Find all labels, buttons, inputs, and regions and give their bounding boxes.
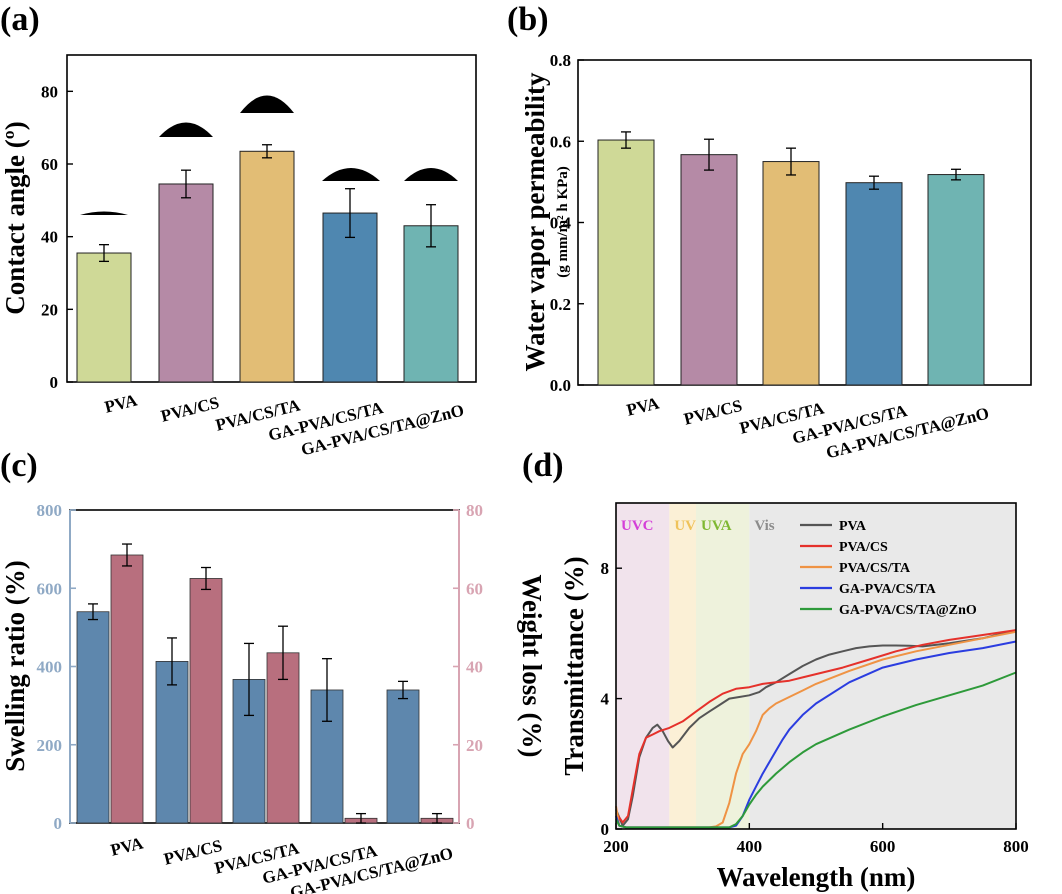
bar-ga-pva-cs-ta — [845, 182, 903, 386]
bar-pva-cs-ta — [239, 150, 295, 383]
panel-a-label: (a) — [0, 1, 40, 38]
bar-pva — [76, 252, 132, 383]
band-label-vis: Vis — [754, 518, 774, 534]
droplet-icon-ga-pva-cs-ta — [322, 168, 380, 181]
y-right-tick-label-60: 60 — [466, 579, 483, 598]
band-uva — [696, 503, 750, 829]
droplet-icon-ga-pva-cs-ta-zno — [404, 168, 458, 181]
legend-label-pva: PVA — [839, 519, 867, 534]
panel-c-label: (c) — [0, 447, 38, 484]
y-tick-label-8: 8 — [601, 559, 610, 578]
y-left-tick-label-400: 400 — [37, 658, 63, 677]
legend-label-pva-cs: PVA/CS — [839, 540, 888, 555]
bar-weight-loss-pva-cs — [189, 578, 223, 824]
bar-ga-pva-cs-ta-zno — [927, 174, 985, 386]
category-label-pva: PVA — [103, 390, 140, 417]
band-vis — [749, 503, 1016, 829]
x-tick-label-600: 600 — [870, 837, 896, 856]
bar-swelling-pva-cs — [155, 661, 189, 824]
y-tick-label-0.0: 0.0 — [550, 376, 571, 395]
droplet-icon-pva-cs-ta — [240, 95, 294, 113]
band-uvb — [669, 503, 696, 829]
band-uvc — [616, 503, 670, 829]
category-label-pva-cs: PVA/CS — [682, 396, 744, 429]
y-right-tick-label-20: 20 — [466, 736, 483, 755]
panel-b-water-vapor: 0.00.20.40.60.8 PVA PVA/CSPVA/CS/TAGA-PVA… — [520, 51, 1032, 462]
bar-pva — [597, 139, 655, 386]
line-pva-cs — [615, 629, 1017, 824]
x-tick-label-400: 400 — [737, 837, 763, 856]
y-tick-label-40: 40 — [41, 228, 58, 247]
panel-c-ylabel-left: Swelling ratio (%) — [0, 560, 30, 771]
bar-swelling-ga-pva-cs-ta-zno — [386, 689, 420, 824]
legend-label-ga-pva-cs-ta-zno: GA-PVA/CS/TA@ZnO — [839, 603, 977, 618]
x-tick-label-800: 800 — [1003, 837, 1029, 856]
y-tick-label-0.6: 0.6 — [550, 132, 571, 151]
panel-c-ylabel-right: Weight loss (%) — [517, 574, 547, 757]
y-tick-label-0.2: 0.2 — [550, 295, 571, 314]
y-tick-label-80: 80 — [41, 82, 58, 101]
y-left-tick-label-800: 800 — [37, 501, 63, 520]
band-label-uvc: UVC — [621, 518, 654, 534]
bar-weight-loss-pva-cs-ta — [266, 652, 300, 824]
panel-b-label: (b) — [507, 1, 549, 38]
bar-pva-cs — [158, 183, 214, 383]
y-right-tick-label-0: 0 — [466, 814, 475, 833]
y-tick-label-0.8: 0.8 — [550, 51, 571, 70]
y-tick-label-0: 0 — [601, 820, 610, 839]
line-ga-pva-cs-ta-zno — [615, 671, 1017, 829]
bar-pva-cs — [680, 154, 738, 386]
panel-d-frame — [615, 502, 1017, 830]
y-tick-label-0.4: 0.4 — [550, 214, 572, 233]
panel-d-ylabel: Transmittance (%) — [559, 556, 589, 775]
y-left-tick-label-200: 200 — [37, 736, 63, 755]
droplet-icon-pva-cs — [159, 122, 213, 137]
category-label-pva-cs: PVA/CS — [159, 393, 221, 426]
panel-b-ylabel: Water vapor permeability — [520, 72, 550, 371]
panel-a-ylabel: Contact angle (º) — [0, 121, 30, 314]
y-tick-label-20: 20 — [41, 300, 58, 319]
legend-label-pva-cs-ta: PVA/CS/TA — [839, 561, 911, 576]
panel-d-label: (d) — [522, 447, 564, 484]
y-left-tick-label-0: 0 — [54, 814, 63, 833]
category-label-pva: PVA — [109, 833, 146, 860]
category-label-pva: PVA — [625, 393, 662, 420]
y-left-tick-label-600: 600 — [37, 579, 63, 598]
y-right-tick-label-80: 80 — [466, 501, 483, 520]
line-pva — [615, 629, 1017, 827]
x-tick-label-200: 200 — [603, 837, 629, 856]
bar-pva-cs-ta — [762, 161, 820, 386]
band-label-uva: UVA — [701, 518, 732, 534]
panel-d-xlabel: Wavelength (nm) — [717, 862, 916, 892]
bar-ga-pva-cs-ta — [322, 212, 378, 383]
legend-label-ga-pva-cs-ta: GA-PVA/CS/TA — [839, 582, 937, 597]
y-tick-label-60: 60 — [41, 155, 58, 174]
droplet-icon-pva — [80, 211, 128, 215]
panel-b-ylabel-units: (g mm/m² h KPa) — [555, 166, 571, 278]
bar-ga-pva-cs-ta-zno — [403, 225, 459, 383]
y-tick-label-4: 4 — [601, 690, 610, 709]
bar-swelling-pva — [76, 611, 110, 824]
bar-weight-loss-pva — [110, 554, 144, 824]
y-right-tick-label-40: 40 — [466, 658, 483, 677]
y-tick-label-0: 0 — [50, 373, 59, 392]
